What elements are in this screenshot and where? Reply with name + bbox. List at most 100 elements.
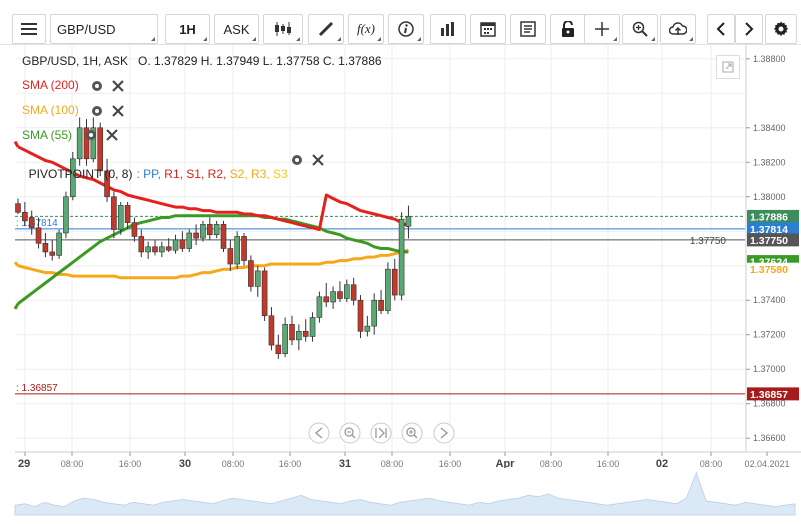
gear-icon[interactable] xyxy=(86,130,96,140)
ohlc-text: GBP/USD, 1H, ASK O. 1.37829 H. 1.37949 L… xyxy=(22,54,382,68)
reset-view-button[interactable] xyxy=(370,422,392,444)
candle-body-down xyxy=(97,127,103,172)
cloud-button[interactable] xyxy=(660,14,696,44)
nav-forward-button[interactable] xyxy=(433,422,455,444)
gear-icon[interactable] xyxy=(92,106,102,116)
close-icon[interactable] xyxy=(106,129,118,141)
candle-body-up xyxy=(405,216,412,227)
candle xyxy=(22,201,28,227)
level-inline-label: 1.37750 xyxy=(690,236,727,247)
price-badge-bg xyxy=(747,387,799,401)
dropdown-corner-icon xyxy=(151,37,155,41)
candle xyxy=(302,319,309,342)
close-icon[interactable] xyxy=(112,80,124,92)
zoom-in-button[interactable] xyxy=(401,422,423,444)
zoom-icon xyxy=(632,21,648,37)
candle xyxy=(220,220,227,252)
candle xyxy=(371,293,378,335)
calendar-button[interactable] xyxy=(470,14,506,44)
candle xyxy=(350,277,357,306)
price-badge: 1.37750 xyxy=(747,233,799,247)
candle-body-up xyxy=(172,239,179,251)
candle xyxy=(275,334,282,359)
candle xyxy=(364,315,371,337)
time-axis: 29 08:00 16:00 30 08:00 16:00 31 08:00 16:00 Apr 0… xyxy=(15,451,801,470)
candle xyxy=(83,119,90,166)
candles-icon xyxy=(275,22,291,36)
price-type-selector[interactable]: ASK xyxy=(214,14,259,44)
crosshair-button[interactable] xyxy=(584,14,620,44)
candle xyxy=(76,117,83,166)
candle xyxy=(248,255,254,292)
candle-body-down xyxy=(323,296,330,303)
candle-body-down xyxy=(193,232,199,239)
candle-body-up xyxy=(254,270,261,287)
candle-body-up xyxy=(63,196,69,234)
dropdown-corner-icon xyxy=(651,37,655,41)
indicators-button[interactable]: f(x) xyxy=(348,14,384,44)
expand-icon xyxy=(722,61,734,73)
zoom-button[interactable] xyxy=(622,14,658,44)
close-icon[interactable] xyxy=(312,154,324,166)
price-badge-bg xyxy=(747,262,799,276)
price-badge: 1.37886 xyxy=(747,209,799,223)
candle xyxy=(186,229,193,252)
indicator-sma100[interactable]: SMA (100) xyxy=(22,103,79,117)
nav-circle xyxy=(370,422,392,444)
candle-body-up xyxy=(309,317,316,337)
candle-body-down xyxy=(350,284,357,301)
candle xyxy=(316,291,323,323)
volume-button[interactable] xyxy=(430,14,466,44)
zoom-navigation[interactable] xyxy=(308,422,455,444)
info-button[interactable] xyxy=(388,14,424,44)
gear-icon xyxy=(773,21,789,37)
candle-body-down xyxy=(275,344,282,354)
candle xyxy=(234,231,240,270)
candle-body-down xyxy=(227,248,234,265)
candle xyxy=(159,241,165,258)
nav-back-button[interactable] xyxy=(308,422,330,444)
lock-button[interactable] xyxy=(550,14,586,44)
candle-body-up xyxy=(200,224,206,239)
chevron-right-icon xyxy=(440,427,449,439)
price-badge-label: 1.37580 xyxy=(750,264,788,276)
candle xyxy=(49,239,56,261)
candle-body-down xyxy=(22,211,28,222)
expand-button[interactable] xyxy=(716,55,740,79)
settings-button[interactable] xyxy=(765,14,797,44)
news-button[interactable] xyxy=(510,14,546,44)
scroll-left-button[interactable] xyxy=(707,14,735,44)
chart-type-button[interactable] xyxy=(263,14,303,44)
time-tick-label: 16:00 xyxy=(279,459,302,469)
magnifier-handle xyxy=(351,434,356,439)
dropdown-corner-icon xyxy=(337,37,341,41)
symbol-selector[interactable]: GBP/USD xyxy=(50,14,158,44)
gear-icon[interactable] xyxy=(92,81,102,91)
candle xyxy=(70,151,76,201)
draw-button[interactable] xyxy=(308,14,344,44)
candle xyxy=(111,191,117,239)
indicator-sma55[interactable]: SMA (55) xyxy=(22,128,72,142)
scroll-right-button[interactable] xyxy=(735,14,763,44)
menu-button[interactable] xyxy=(12,14,46,44)
gear-icon[interactable] xyxy=(292,155,302,165)
interval-selector[interactable]: 1H xyxy=(165,14,210,44)
price-chart[interactable]: 1.37750: 1.37814: 1.36857 1.38800 1.38400… xyxy=(0,44,801,524)
candle-body-down xyxy=(289,324,295,341)
time-tick-label: 30 xyxy=(179,458,191,470)
zoom-out-button[interactable] xyxy=(339,422,361,444)
fx-icon: f(x) xyxy=(356,21,376,36)
close-icon[interactable] xyxy=(112,105,124,117)
indicator-pivotpoint[interactable]: PIVOTPOINT (0, 8): PP, R1, S1, R2, S2, R… xyxy=(22,153,288,181)
ohlc-header: GBP/USD, 1H, ASK O. 1.37829 H. 1.37949 L… xyxy=(22,54,382,68)
indicator-sma200[interactable]: SMA (200) xyxy=(22,78,79,92)
candle xyxy=(35,217,42,249)
chevron-left-icon xyxy=(716,22,725,36)
candle xyxy=(165,238,172,252)
candle-body-down xyxy=(268,315,275,346)
candle xyxy=(398,212,405,301)
sma55-controls xyxy=(86,129,118,141)
level-left-label: : 1.36857 xyxy=(16,383,58,394)
price-tick-label: 1.36800 xyxy=(753,399,786,409)
price-badge-bg xyxy=(747,233,799,247)
